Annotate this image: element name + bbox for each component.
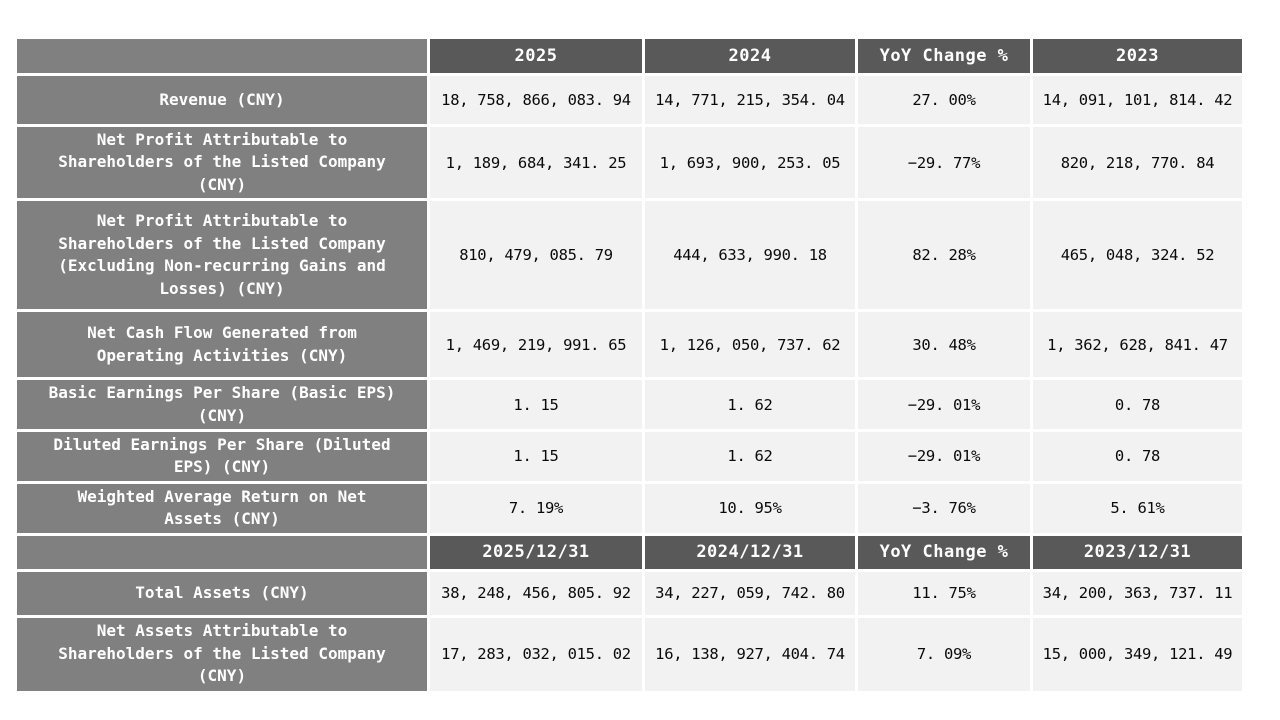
value-cell: −3. 76% <box>858 483 1030 533</box>
value-cell: 34, 227, 059, 742. 80 <box>645 571 855 615</box>
value-cell: −29. 77% <box>858 127 1030 199</box>
value-cell: 444, 633, 990. 18 <box>645 201 855 310</box>
data-row: Weighted Average Return on Net Assets (C… <box>17 483 1242 533</box>
value-cell: 15, 000, 349, 121. 49 <box>1033 617 1242 691</box>
value-cell: 5. 61% <box>1033 483 1242 533</box>
value-cell: 1, 693, 900, 253. 05 <box>645 127 855 199</box>
value-cell: 465, 048, 324. 52 <box>1033 201 1242 310</box>
column-header-cell: YoY Change % <box>858 535 1030 569</box>
value-cell: 1. 15 <box>430 431 642 481</box>
value-cell: 34, 200, 363, 737. 11 <box>1033 571 1242 615</box>
column-header-cell: YoY Change % <box>858 39 1030 73</box>
row-label-cell: Net Assets Attributable to Shareholders … <box>17 617 427 691</box>
value-cell: 1. 62 <box>645 380 855 429</box>
value-cell: 1. 62 <box>645 431 855 481</box>
column-header-cell: 2024 <box>645 39 855 73</box>
row-label-cell: Net Cash Flow Generated from Operating A… <box>17 312 427 378</box>
value-cell: 820, 218, 770. 84 <box>1033 127 1242 199</box>
financial-summary-table: 2025 2024 YoY Change % 2023 Revenue (CNY) 18,… <box>14 36 1245 694</box>
column-header-cell: 2024/12/31 <box>645 535 855 569</box>
corner-cell <box>17 535 427 569</box>
value-cell: 1, 126, 050, 737. 62 <box>645 312 855 378</box>
value-cell: 1. 15 <box>430 380 642 429</box>
value-cell: 27. 00% <box>858 76 1030 124</box>
value-cell: 0. 78 <box>1033 380 1242 429</box>
column-header-row: 2025 2024 YoY Change % 2023 <box>17 39 1242 73</box>
value-cell: 1, 469, 219, 991. 65 <box>430 312 642 378</box>
data-row: Total Assets (CNY) 38, 248, 456, 805. 92 3… <box>17 571 1242 615</box>
value-cell: 38, 248, 456, 805. 92 <box>430 571 642 615</box>
row-label-cell: Net Profit Attributable to Shareholders … <box>17 201 427 310</box>
column-header-row: 2025/12/31 2024/12/31 YoY Change % 2023/12/… <box>17 535 1242 569</box>
value-cell: −29. 01% <box>858 380 1030 429</box>
row-label-cell: Total Assets (CNY) <box>17 571 427 615</box>
data-row: Revenue (CNY) 18, 758, 866, 083. 94 14, 77… <box>17 76 1242 124</box>
data-row: Basic Earnings Per Share (Basic EPS) (CN… <box>17 380 1242 429</box>
value-cell: 1, 189, 684, 341. 25 <box>430 127 642 199</box>
row-label-cell: Weighted Average Return on Net Assets (C… <box>17 483 427 533</box>
data-row: Net Cash Flow Generated from Operating A… <box>17 312 1242 378</box>
data-row: Net Profit Attributable to Shareholders … <box>17 201 1242 310</box>
column-header-cell: 2025 <box>430 39 642 73</box>
value-cell: 10. 95% <box>645 483 855 533</box>
row-label-cell: Basic Earnings Per Share (Basic EPS) (CN… <box>17 380 427 429</box>
data-row: Net Profit Attributable to Shareholders … <box>17 127 1242 199</box>
value-cell: 16, 138, 927, 404. 74 <box>645 617 855 691</box>
data-row: Diluted Earnings Per Share (Diluted EPS)… <box>17 431 1242 481</box>
value-cell: 82. 28% <box>858 201 1030 310</box>
corner-cell <box>17 39 427 73</box>
column-header-cell: 2025/12/31 <box>430 535 642 569</box>
value-cell: 14, 091, 101, 814. 42 <box>1033 76 1242 124</box>
value-cell: 30. 48% <box>858 312 1030 378</box>
value-cell: 11. 75% <box>858 571 1030 615</box>
data-row: Net Assets Attributable to Shareholders … <box>17 617 1242 691</box>
column-header-cell: 2023 <box>1033 39 1242 73</box>
value-cell: 18, 758, 866, 083. 94 <box>430 76 642 124</box>
value-cell: 7. 19% <box>430 483 642 533</box>
value-cell: −29. 01% <box>858 431 1030 481</box>
column-header-cell: 2023/12/31 <box>1033 535 1242 569</box>
row-label-cell: Net Profit Attributable to Shareholders … <box>17 127 427 199</box>
financial-table-body: 2025 2024 YoY Change % 2023 Revenue (CNY) 18,… <box>17 39 1242 691</box>
row-label-cell: Revenue (CNY) <box>17 76 427 124</box>
value-cell: 14, 771, 215, 354. 04 <box>645 76 855 124</box>
value-cell: 17, 283, 032, 015. 02 <box>430 617 642 691</box>
value-cell: 0. 78 <box>1033 431 1242 481</box>
value-cell: 810, 479, 085. 79 <box>430 201 642 310</box>
row-label-cell: Diluted Earnings Per Share (Diluted EPS)… <box>17 431 427 481</box>
value-cell: 7. 09% <box>858 617 1030 691</box>
financial-summary-table-wrap: 2025 2024 YoY Change % 2023 Revenue (CNY) 18,… <box>14 36 1245 694</box>
value-cell: 1, 362, 628, 841. 47 <box>1033 312 1242 378</box>
